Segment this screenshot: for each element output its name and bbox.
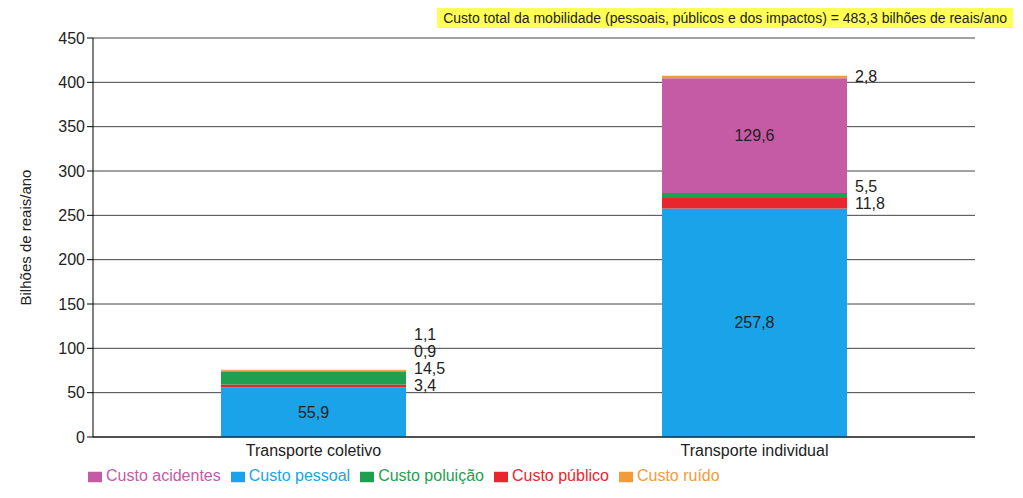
html-text:Custo público: Custo público <box>512 467 609 484</box>
svg-text:2,8: 2,8 <box>855 68 877 85</box>
html-text:Custo acidentes: Custo acidentes <box>106 467 221 484</box>
svg-text:5,5: 5,5 <box>855 178 877 195</box>
svg-text:0: 0 <box>76 429 85 446</box>
svg-text:0,9: 0,9 <box>414 343 436 360</box>
svg-text:Bilhões de reais/ano: Bilhões de reais/ano <box>17 170 34 306</box>
svg-text:50: 50 <box>67 384 85 401</box>
svg-text:150: 150 <box>58 296 85 313</box>
svg-text:250: 250 <box>58 207 85 224</box>
svg-text:400: 400 <box>58 74 85 91</box>
svg-text:11,8: 11,8 <box>855 195 885 212</box>
svg-text:3,4: 3,4 <box>414 377 436 394</box>
svg-text:Transporte individual: Transporte individual <box>681 442 829 459</box>
svg-text:257,8: 257,8 <box>734 314 774 331</box>
svg-text:350: 350 <box>58 118 85 135</box>
svg-text:100: 100 <box>58 340 85 357</box>
svg-text:200: 200 <box>58 251 85 268</box>
svg-text:Transporte coletivo: Transporte coletivo <box>246 442 382 459</box>
html-text:Custo ruído: Custo ruído <box>636 467 720 484</box>
html-text:Custo total da mobilidade (pes: Custo total da mobilidade (pessoais, púb… <box>443 10 1007 26</box>
svg-text:450: 450 <box>58 30 85 47</box>
svg-text:129,6: 129,6 <box>734 127 774 144</box>
svg-text:14,5: 14,5 <box>414 360 445 377</box>
html-text:Custo pessoal: Custo pessoal <box>248 467 351 484</box>
svg-text:1,1: 1,1 <box>414 326 436 343</box>
html-text:Custo poluição: Custo poluição <box>378 467 484 484</box>
svg-text:300: 300 <box>58 163 85 180</box>
svg-text:55,9: 55,9 <box>298 404 329 421</box>
